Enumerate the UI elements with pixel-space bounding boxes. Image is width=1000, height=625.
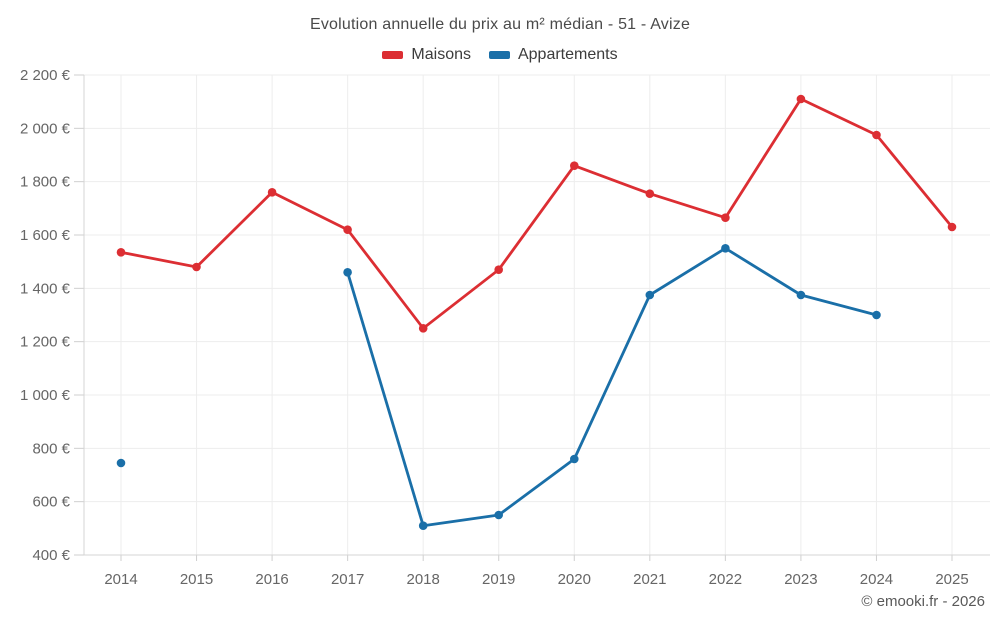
y-tick-label: 1 200 € <box>20 334 71 351</box>
x-tick-label: 2021 <box>633 571 666 588</box>
data-point <box>192 262 201 272</box>
watermark-credit: © emooki.fr - 2026 <box>861 593 985 610</box>
data-point <box>872 130 881 140</box>
chart-legend: Maisons Appartements <box>0 46 1000 64</box>
data-point <box>116 248 126 257</box>
y-tick-label: 800 € <box>32 440 70 457</box>
data-point <box>267 188 277 197</box>
legend-item-appartements[interactable]: Appartements <box>488 46 618 64</box>
chart-title: Evolution annuelle du prix au m² médian … <box>309 16 691 33</box>
series-line <box>119 97 954 330</box>
y-tick-label: 1 600 € <box>20 227 71 244</box>
legend-label-appartements: Appartements <box>517 46 618 63</box>
series-maisons <box>116 94 957 333</box>
x-tick-label: 2016 <box>255 571 288 588</box>
appartements-swatch-icon <box>488 51 510 59</box>
data-point <box>343 268 352 277</box>
data-point <box>645 290 655 300</box>
data-point <box>116 458 126 468</box>
legend-item-maisons[interactable]: Maisons <box>382 46 471 64</box>
x-tick-label: 2019 <box>482 571 515 588</box>
data-point <box>721 244 730 253</box>
data-point <box>418 324 428 333</box>
x-axis: 2014 2015 2016 2017 2018 2019 2020 2021 2022 2023… <box>104 75 969 588</box>
y-tick-label: 2 000 € <box>20 120 71 137</box>
data-point <box>721 213 730 222</box>
y-axis: 400 € 600 € 800 € 1 000 € 1 200 € 1 400 € 1 60… <box>20 67 990 564</box>
data-point <box>343 225 352 234</box>
data-point <box>872 310 881 320</box>
x-tick-label: 2024 <box>860 571 893 588</box>
x-tick-label: 2018 <box>406 571 439 588</box>
y-tick-label: 600 € <box>32 494 70 511</box>
maisons-swatch-icon <box>382 51 404 59</box>
data-point <box>494 265 504 275</box>
y-tick-label: 1 000 € <box>20 387 71 404</box>
x-tick-label: 2022 <box>709 571 742 588</box>
y-tick-label: 2 200 € <box>20 67 71 84</box>
x-tick-label: 2020 <box>558 571 591 588</box>
data-point <box>947 222 957 232</box>
data-point <box>570 454 579 464</box>
x-tick-label: 2025 <box>935 571 968 588</box>
legend-label-maisons: Maisons <box>411 46 471 63</box>
data-point <box>418 521 428 530</box>
y-tick-label: 400 € <box>32 547 70 564</box>
x-tick-label: 2014 <box>104 571 137 588</box>
series-appartements <box>116 244 881 530</box>
data-point <box>570 161 579 170</box>
series-line <box>346 246 878 528</box>
x-tick-label: 2015 <box>180 571 213 588</box>
y-tick-label: 1 800 € <box>20 174 71 191</box>
data-point <box>796 290 806 300</box>
y-tick-label: 1 400 € <box>20 280 71 297</box>
data-point <box>796 94 806 104</box>
data-point <box>494 510 504 520</box>
x-tick-label: 2023 <box>784 571 817 588</box>
x-tick-label: 2017 <box>331 571 364 588</box>
data-point <box>645 189 655 198</box>
